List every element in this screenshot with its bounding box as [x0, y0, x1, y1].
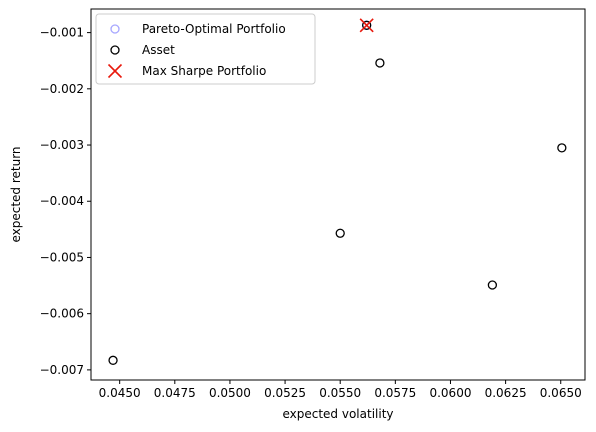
x-tick-label: 0.0500 — [209, 386, 251, 400]
series-asset — [108, 20, 567, 365]
legend-entry: Pareto-Optimal Portfolio — [110, 22, 286, 36]
x-tick-label: 0.0575 — [374, 386, 416, 400]
x-tick-label: 0.0600 — [429, 386, 471, 400]
legend-entry: Asset — [110, 43, 175, 57]
legend-marker — [107, 63, 123, 79]
y-tick-label: −0.003 — [40, 138, 84, 152]
x-axis-ticks: 0.0450 0.0475 0.0500 0.0525 0.0550 0.0575 0.06… — [99, 380, 582, 400]
legend-entries: Pareto-Optimal Portfolio Asset Max Sharpe … — [107, 22, 286, 79]
legend-box — [95, 13, 316, 85]
y-tick-label: −0.002 — [40, 82, 84, 96]
data-point — [362, 20, 372, 30]
max-sharpe-marker — [359, 18, 374, 33]
y-tick-label: −0.004 — [40, 194, 84, 208]
legend-entry: Max Sharpe Portfolio — [107, 63, 266, 79]
data-point — [108, 355, 118, 365]
y-tick-label: −0.005 — [40, 250, 84, 264]
plot-frame — [90, 8, 586, 381]
legend-label: Pareto-Optimal Portfolio — [142, 22, 286, 36]
data-point — [557, 143, 567, 153]
y-tick-label: −0.001 — [40, 26, 84, 40]
x-tick-label: 0.0525 — [264, 386, 306, 400]
data-point — [487, 280, 498, 290]
y-tick-label: −0.006 — [40, 307, 84, 321]
legend-marker — [110, 24, 120, 34]
data-point — [375, 58, 385, 68]
x-axis-label: expected volatility — [282, 407, 393, 421]
x-tick-label: 0.0625 — [485, 386, 527, 400]
legend-marker — [110, 45, 120, 55]
legend: Pareto-Optimal Portfolio Asset Max Sharpe … — [95, 13, 316, 85]
x-tick-label: 0.0475 — [154, 386, 196, 400]
x-tick-label: 0.0450 — [99, 386, 141, 400]
x-tick-label: 0.0650 — [540, 386, 582, 400]
legend-label: Max Sharpe Portfolio — [142, 64, 266, 78]
legend-label: Asset — [142, 43, 175, 57]
y-tick-label: −0.007 — [40, 363, 84, 377]
data-point — [335, 228, 345, 238]
data-marks — [108, 18, 567, 365]
series-max-sharpe-portfolio — [359, 18, 374, 33]
x-tick-label: 0.0550 — [319, 386, 361, 400]
y-axis-label: expected return — [9, 146, 23, 242]
y-axis-ticks: −0.007 −0.006 −0.005 −0.004 −0.003 −0.002 −0.0… — [40, 26, 91, 377]
plot-area: 0.0450 0.0475 0.0500 0.0525 0.0550 0.0575 0.06… — [40, 8, 586, 400]
